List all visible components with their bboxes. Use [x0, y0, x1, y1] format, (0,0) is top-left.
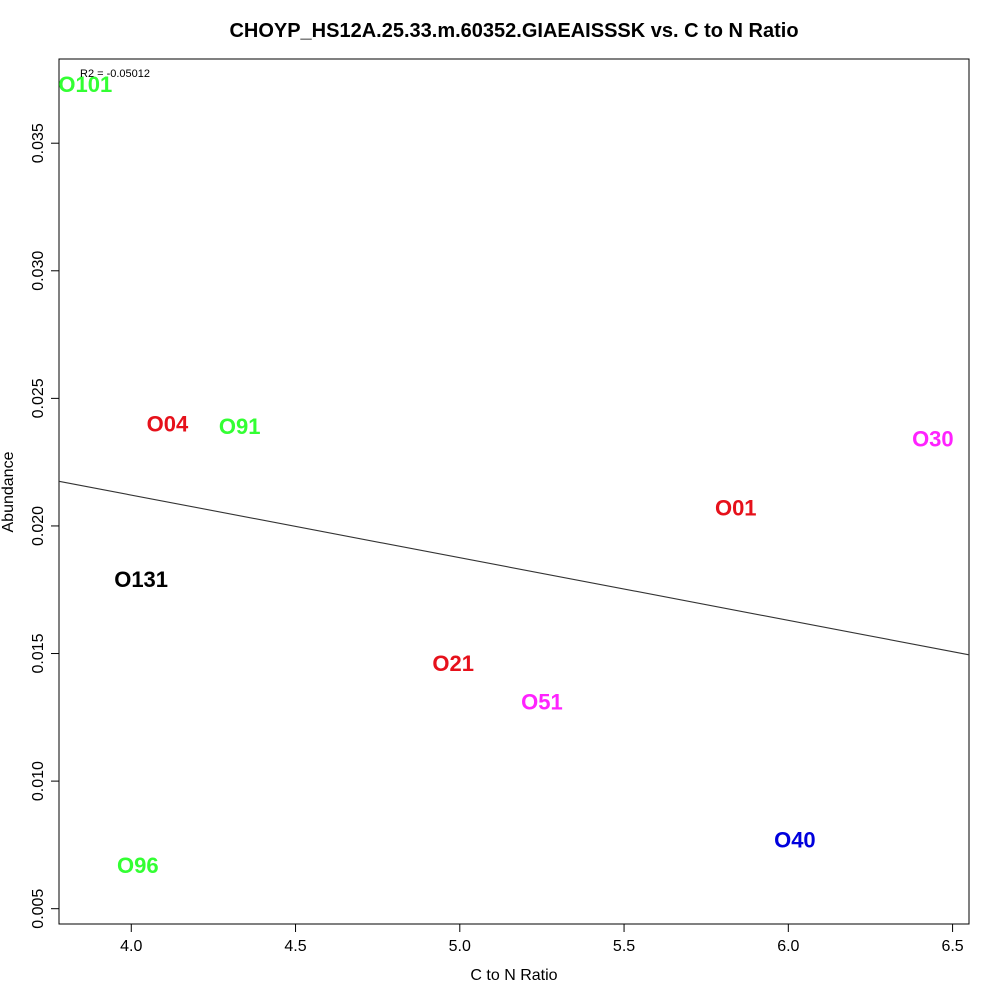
data-point-label: O40	[774, 827, 816, 852]
r2-annotation: R2 = -0.05012	[80, 68, 150, 80]
data-points: O101 O04 O91 O131 O96 O21 O51 O01 O40 O30	[58, 72, 953, 878]
data-point-label: O01	[715, 496, 757, 521]
data-point-label: O91	[219, 414, 261, 439]
y-tick-label: 0.025	[30, 378, 47, 418]
y-tick-label: 0.035	[30, 123, 47, 163]
data-point-label: O51	[521, 690, 563, 715]
y-axis: 0.005 0.010 0.015 0.020 0.025 0.030 0.035	[30, 123, 60, 929]
regression-line-group	[58, 480, 970, 656]
x-tick-label: 5.5	[613, 938, 635, 955]
x-tick-label: 6.5	[941, 938, 963, 955]
x-axis: 4.0 4.5 5.0 5.5 6.0 6.5	[120, 923, 964, 955]
x-tick-label: 4.0	[120, 938, 142, 955]
y-tick-label: 0.005	[30, 889, 47, 929]
x-tick-label: 4.5	[284, 938, 306, 955]
data-point-label: O131	[114, 567, 168, 592]
y-tick-label: 0.010	[30, 761, 47, 801]
plot-frame	[58, 58, 970, 925]
x-tick-label: 5.0	[449, 938, 471, 955]
x-axis-title: C to N Ratio	[470, 967, 557, 984]
y-tick-label: 0.020	[30, 506, 47, 546]
x-tick-label: 6.0	[777, 938, 799, 955]
y-tick-label: 0.030	[30, 251, 47, 291]
chart-title: CHOYP_HS12A.25.33.m.60352.GIAEAISSSK vs.…	[229, 20, 798, 42]
data-point-label: O04	[147, 411, 189, 436]
regression-line	[58, 480, 970, 656]
y-axis-title: Abundance	[0, 451, 17, 532]
data-point-label: O101	[58, 72, 112, 97]
data-point-label: O30	[912, 427, 954, 452]
data-point-label: O96	[117, 853, 159, 878]
y-tick-label: 0.015	[30, 633, 47, 673]
data-point-label: O21	[432, 651, 474, 676]
